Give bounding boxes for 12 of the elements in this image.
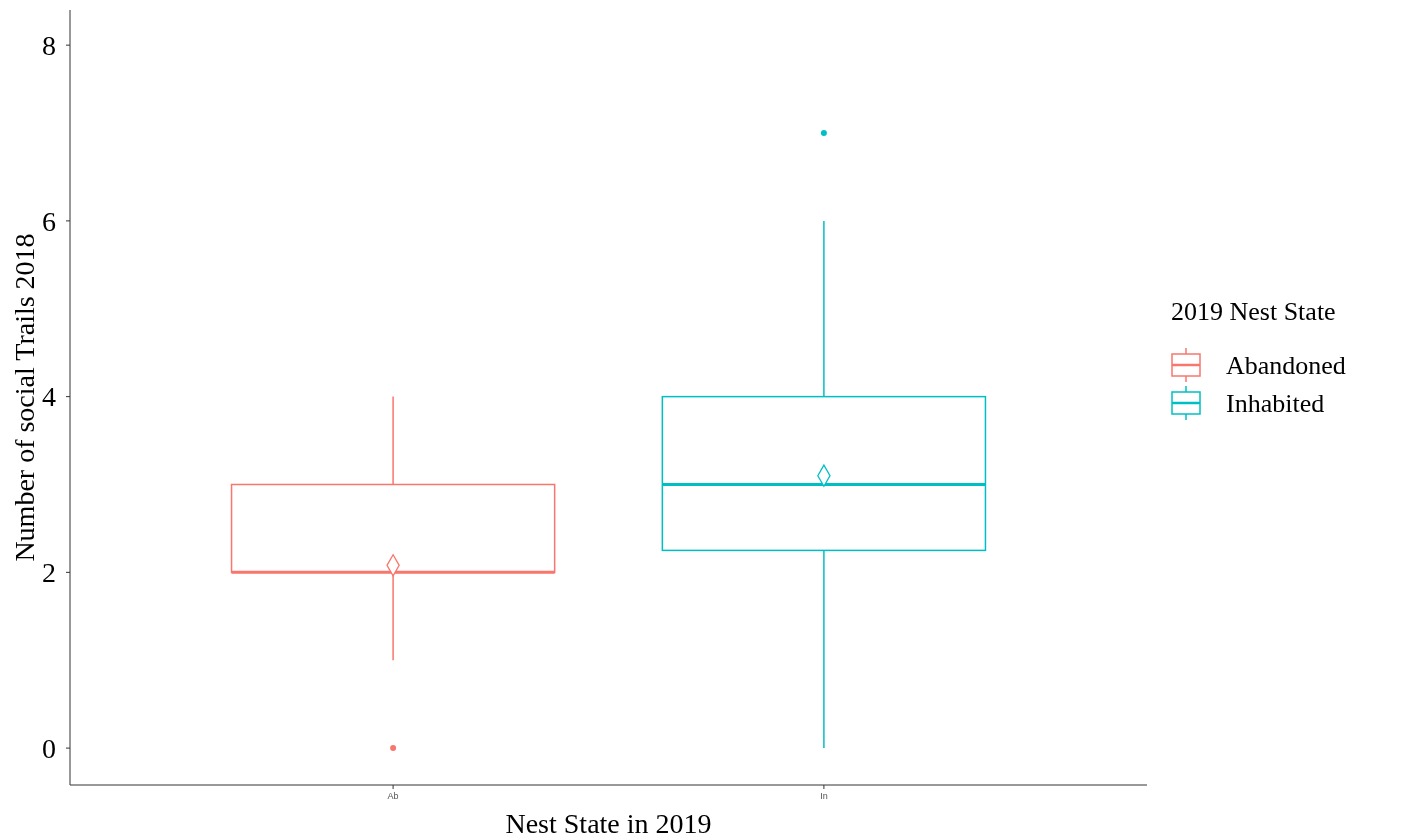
x-axis-title: Nest State in 2019: [505, 808, 712, 839]
legend-label: Abandoned: [1226, 351, 1346, 381]
legend-title: 2019 Nest State: [1171, 297, 1336, 326]
x-tick-label: Ab: [387, 791, 399, 801]
legend-label: Inhabited: [1226, 389, 1325, 419]
y-tick-label: 0: [42, 732, 56, 764]
y-tick-label: 8: [42, 29, 56, 61]
y-tick-label: 4: [42, 381, 56, 413]
y-tick-label: 6: [42, 205, 56, 237]
y-tick-label: 2: [42, 557, 56, 589]
x-tick-label: In: [820, 791, 828, 801]
y-axis-title: Number of social Trails 2018: [9, 233, 40, 562]
